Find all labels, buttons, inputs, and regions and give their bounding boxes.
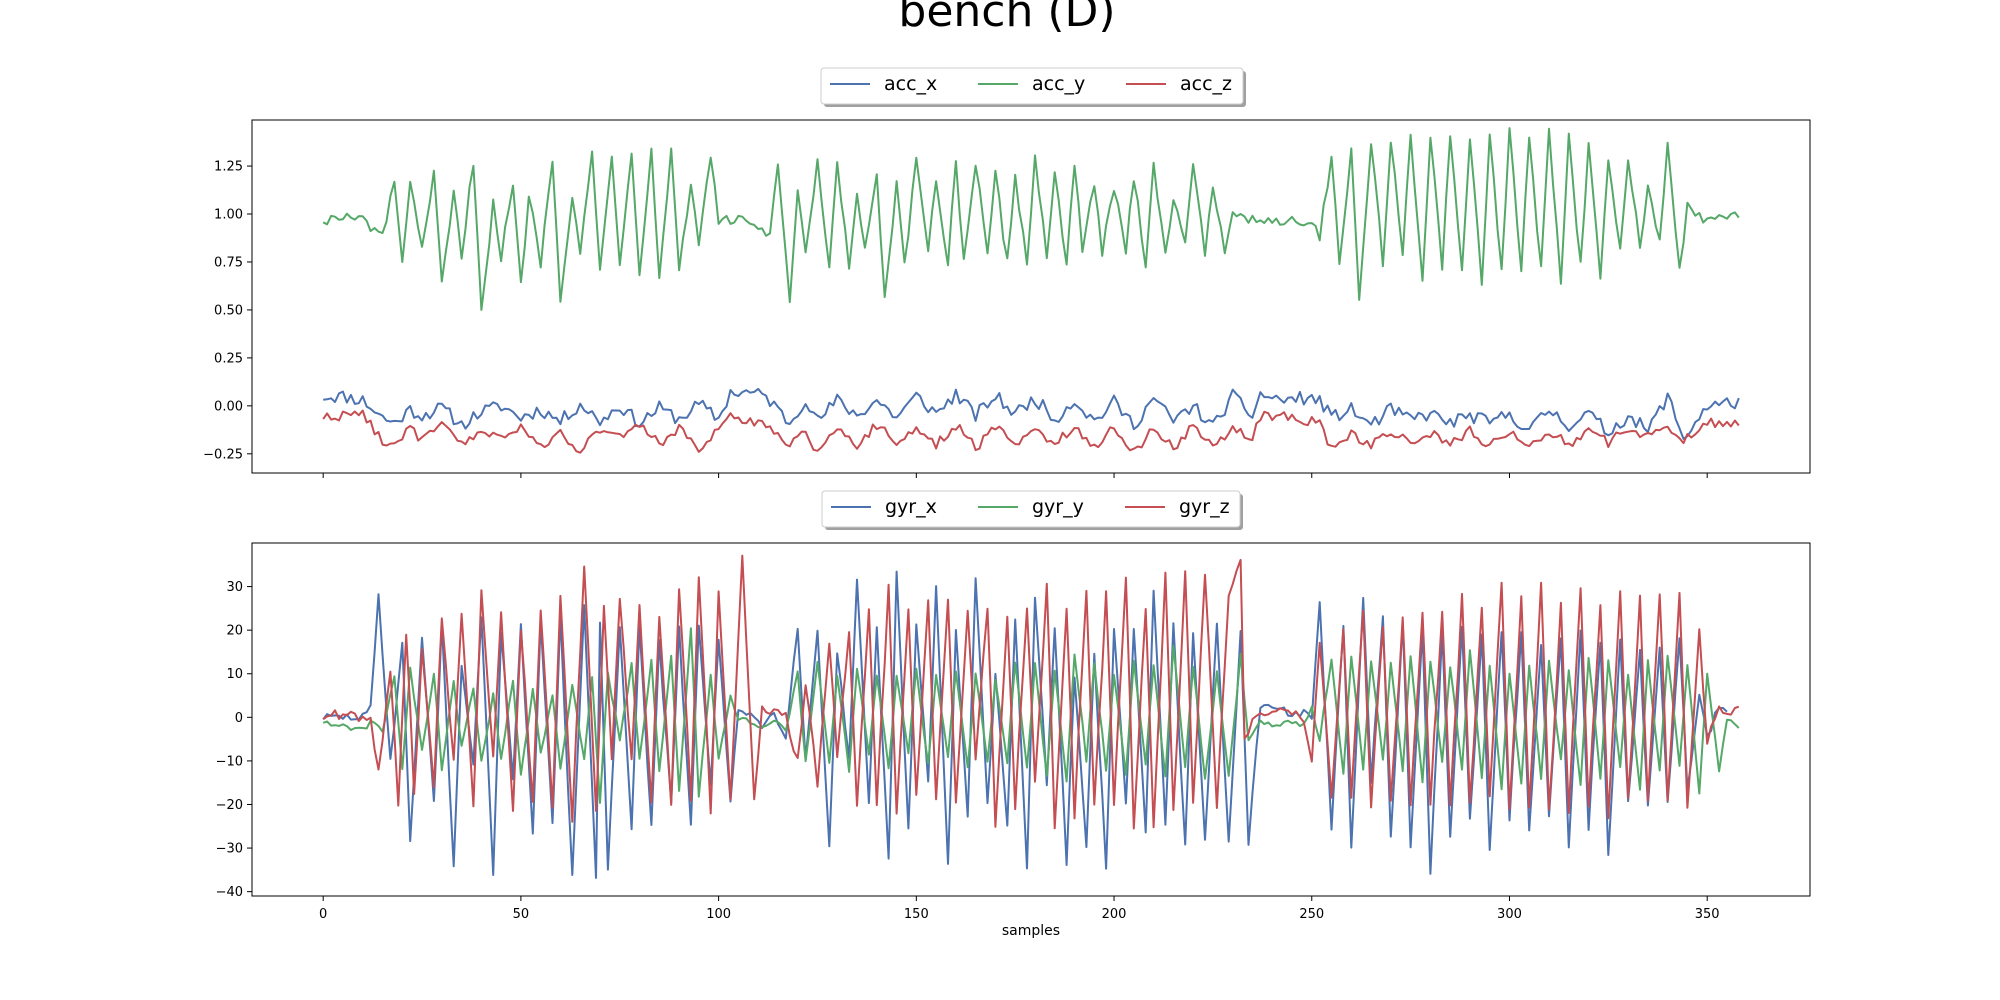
gyr-y-tick-label-0: −40 — [216, 885, 243, 900]
acc-legend: acc_x acc_y acc_z — [820, 67, 1246, 107]
acc-legend-box — [820, 67, 1244, 105]
figure-title: bench (D) — [898, 0, 1115, 37]
x-axis-label: samples — [1002, 923, 1060, 939]
gyr-legend: gyr_x gyr_y gyr_z — [821, 490, 1243, 530]
acc-series-acc_x — [323, 387, 1740, 440]
gyr-y-tick-label-6: 20 — [226, 624, 243, 639]
gyr-plot-frame — [251, 542, 1811, 897]
gyr-series-gyr_x — [322, 570, 1728, 879]
acc-legend-label-0: acc_x — [884, 73, 937, 95]
acc-legend-label-2: acc_z — [1180, 73, 1232, 95]
gyr-x-tick-label-3: 150 — [904, 907, 929, 922]
gyr-series-layer — [322, 554, 1740, 879]
gyr-chart: gyr_x gyr_y gyr_z 0 50 100 150 200 250 300 350−… — [216, 490, 1811, 922]
gyr-y-tick-label-5: 10 — [226, 667, 243, 682]
gyr-y-tick-label-3: −10 — [216, 754, 243, 769]
acc-series-layer — [322, 127, 1740, 454]
acc-y-tick-label-3: 0.50 — [214, 303, 243, 318]
acc-chart: acc_x acc_y acc_z −0.25 0.00 0.25 0.50 0.75 1… — [203, 67, 1811, 478]
acc-axes: −0.25 0.00 0.25 0.50 0.75 1.00 1.25 — [203, 160, 1708, 478]
gyr-series-gyr_y — [322, 627, 1740, 804]
gyr-legend-box — [821, 490, 1241, 528]
acc-y-tick-label-2: 0.25 — [214, 351, 243, 366]
gyr-x-tick-label-7: 350 — [1695, 907, 1720, 922]
gyr-legend-label-1: gyr_y — [1032, 496, 1084, 518]
acc-y-tick-label-4: 0.75 — [214, 255, 243, 270]
acc-y-tick-label-1: 0.00 — [214, 399, 243, 414]
acc-y-tick-label-6: 1.25 — [214, 160, 243, 175]
gyr-y-tick-label-1: −30 — [216, 842, 243, 857]
acc-legend-label-1: acc_y — [1032, 73, 1085, 95]
acc-y-tick-label-0: −0.25 — [203, 447, 243, 462]
gyr-x-tick-label-1: 50 — [513, 907, 530, 922]
gyr-y-tick-label-4: 0 — [235, 711, 243, 726]
gyr-y-tick-label-7: 30 — [226, 580, 243, 595]
gyr-x-tick-label-6: 300 — [1497, 907, 1522, 922]
gyr-legend-label-0: gyr_x — [885, 496, 937, 518]
gyr-y-tick-label-2: −20 — [216, 798, 243, 813]
gyr-legend-label-2: gyr_z — [1179, 496, 1230, 518]
gyr-x-tick-label-5: 250 — [1299, 907, 1324, 922]
gyr-x-tick-label-4: 200 — [1102, 907, 1127, 922]
gyr-axes: 0 50 100 150 200 250 300 350 −40 −30 −20 −10 0 10 20 30 — [216, 580, 1720, 922]
acc-series-acc_z — [322, 409, 1740, 454]
acc-plot-frame — [251, 119, 1811, 474]
gyr-series-gyr_z — [322, 554, 1740, 830]
acc-y-tick-label-5: 1.00 — [214, 208, 243, 223]
gyr-x-tick-label-2: 100 — [706, 907, 731, 922]
acc-series-acc_y — [322, 127, 1740, 311]
gyr-x-tick-label-0: 0 — [319, 907, 327, 922]
